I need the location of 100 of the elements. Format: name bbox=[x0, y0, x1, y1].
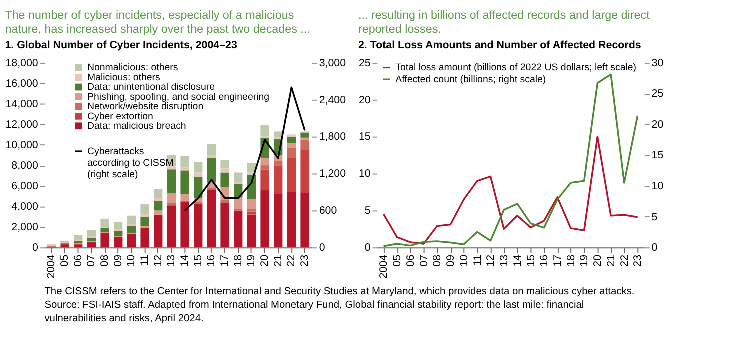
bar bbox=[260, 158, 270, 166]
bar bbox=[287, 148, 296, 158]
bar bbox=[194, 172, 203, 177]
y2-tick-label: 5 bbox=[652, 211, 658, 224]
bar bbox=[100, 228, 110, 232]
bar bbox=[74, 241, 83, 244]
bar bbox=[167, 206, 176, 248]
bar bbox=[220, 204, 230, 248]
x-tick-label: 09 bbox=[112, 254, 124, 267]
x-tick-label: 18 bbox=[232, 254, 244, 267]
line-series bbox=[382, 74, 639, 248]
x-tick-label: 05 bbox=[58, 254, 71, 267]
x-tick-label: 10 bbox=[126, 254, 138, 267]
bar bbox=[274, 132, 283, 138]
y-tick-label: 16,000 bbox=[6, 78, 38, 90]
bar bbox=[87, 230, 96, 236]
x-tick-label: 2004 bbox=[46, 254, 58, 279]
bar bbox=[114, 231, 123, 236]
bar bbox=[247, 164, 256, 173]
x-tick-label: 20 bbox=[592, 254, 604, 267]
x-tick-label: 12 bbox=[485, 254, 498, 267]
bar bbox=[287, 192, 296, 248]
bar bbox=[220, 168, 230, 173]
chart-subtitle: ... resulting in billions of affected records and large direct reported losses. bbox=[358, 9, 651, 36]
bar bbox=[60, 244, 70, 248]
bar bbox=[167, 166, 176, 170]
bar bbox=[247, 212, 256, 215]
x-tick-label: 18 bbox=[565, 254, 578, 267]
x-tick-label: 16 bbox=[538, 254, 551, 267]
legend-label: Cyberattacks according to CISSM (right scale) bbox=[87, 146, 174, 181]
y-tick-label: 20 bbox=[358, 94, 371, 106]
x-tick-label: 17 bbox=[552, 254, 564, 267]
bar bbox=[260, 190, 270, 248]
x-tick-label: 2004 bbox=[378, 254, 390, 279]
y-tick-label: 0 bbox=[364, 242, 371, 254]
x-tick-label: 19 bbox=[246, 254, 258, 267]
bar bbox=[74, 235, 83, 240]
bar bbox=[154, 198, 163, 202]
x-tick-label: 23 bbox=[298, 254, 311, 267]
bar bbox=[194, 162, 203, 173]
bar bbox=[180, 156, 190, 168]
bar bbox=[287, 136, 296, 143]
x-tick-label: 16 bbox=[206, 254, 218, 267]
chart-title: 1. Global Number of Cyber Incidents, 2004–23 bbox=[5, 39, 238, 52]
bar bbox=[154, 201, 163, 211]
x-tick-label: 08 bbox=[98, 254, 111, 267]
bar bbox=[127, 234, 136, 248]
legend-label: Malicious: others bbox=[87, 72, 161, 84]
x-tick-label: 19 bbox=[578, 254, 591, 267]
y2-tick-label: 3,000 bbox=[319, 57, 346, 70]
bar bbox=[220, 160, 230, 169]
x-tick-label: 06 bbox=[404, 254, 417, 267]
x-tick-label: 07 bbox=[86, 254, 98, 267]
bar bbox=[287, 158, 296, 192]
x-tick-label: 10 bbox=[458, 254, 470, 267]
y2-tick-label: 20 bbox=[652, 118, 664, 131]
bar bbox=[100, 218, 110, 228]
chart-subtitle: The number of cyber incidents, especially of a malicious nature, has increased sharply over the past two decades ... bbox=[5, 9, 310, 36]
x-tick-label: 15 bbox=[525, 254, 538, 267]
bar bbox=[207, 158, 216, 182]
legend-label: Phishing, spoofing, and social engineering bbox=[87, 92, 270, 103]
x-tick-label: 21 bbox=[272, 254, 284, 267]
x-tick-label: 13 bbox=[498, 254, 511, 267]
bar bbox=[140, 204, 150, 215]
bar bbox=[300, 150, 310, 194]
y-tick-label: 14,000 bbox=[6, 98, 38, 110]
bar bbox=[127, 216, 136, 224]
bar bbox=[167, 170, 176, 194]
bar bbox=[207, 190, 216, 248]
y2-tick-label: 25 bbox=[652, 88, 664, 100]
bar bbox=[154, 210, 163, 215]
bar bbox=[247, 208, 256, 212]
bar bbox=[114, 237, 123, 248]
bar bbox=[300, 140, 310, 150]
y-tick-label: 25 bbox=[358, 57, 371, 70]
bar bbox=[194, 176, 203, 198]
bar bbox=[260, 126, 270, 137]
bar bbox=[207, 155, 216, 158]
y2-tick-label: 30 bbox=[652, 57, 664, 70]
bar bbox=[154, 214, 163, 248]
y2-tick-label: 1,200 bbox=[319, 168, 346, 180]
y2-tick-label: 600 bbox=[319, 205, 338, 218]
legend-label: Total loss amount (billions of 2022 US dollars; left scale) bbox=[396, 62, 637, 74]
y2-tick-label: 0 bbox=[652, 242, 658, 254]
bar bbox=[167, 193, 176, 204]
y-tick-label: 6,000 bbox=[12, 180, 38, 192]
x-tick-label: 06 bbox=[72, 254, 84, 267]
bar bbox=[220, 172, 230, 188]
x-tick-label: 14 bbox=[512, 254, 524, 267]
x-tick-label: 13 bbox=[166, 254, 178, 267]
bar bbox=[247, 199, 256, 209]
bar bbox=[154, 189, 163, 198]
bar bbox=[220, 200, 230, 204]
x-tick-label: 21 bbox=[605, 254, 618, 267]
bar bbox=[274, 161, 283, 166]
bar bbox=[140, 216, 150, 226]
text: The CISSM refers to the Center for International and Security Studies at Maryland, which provides data on malicious cyber attacks. bbox=[44, 286, 635, 298]
y2-tick-label: 1,800 bbox=[319, 131, 346, 144]
bar bbox=[87, 242, 96, 248]
x-tick-label: 15 bbox=[192, 254, 204, 267]
